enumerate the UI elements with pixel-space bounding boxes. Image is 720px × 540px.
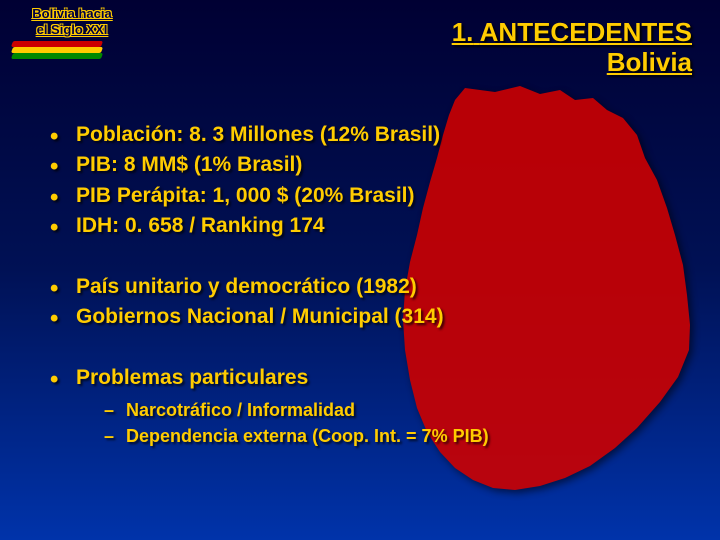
list-item: PIB Perápita: 1, 000 $ (20% Brasil): [50, 181, 610, 211]
bullets-group-3: Problemas particulares Narcotráfico / In…: [50, 363, 610, 450]
bullets-group-1: Población: 8. 3 Millones (12% Brasil) PI…: [50, 120, 610, 242]
section-title: 1. ANTECEDENTES Bolivia: [452, 18, 692, 78]
header-title-line2: el Siglo XXI: [37, 22, 108, 37]
content-block: Población: 8. 3 Millones (12% Brasil) PI…: [50, 120, 610, 479]
sub-list-item: Narcotráfico / Informalidad: [76, 397, 610, 423]
list-item-heading: Problemas particulares Narcotráfico / In…: [50, 363, 610, 450]
bullets-group-2: País unitario y democrático (1982) Gobie…: [50, 272, 610, 333]
list-item: Población: 8. 3 Millones (12% Brasil): [50, 120, 610, 150]
flag-stripe-green: [11, 53, 103, 59]
bolivia-flag-logo: [12, 41, 102, 59]
list-item: PIB: 8 MM$ (1% Brasil): [50, 150, 610, 180]
section-number: 1.: [452, 17, 474, 47]
group3-heading: Problemas particulares: [76, 366, 308, 389]
header-logo-block: Bolivia hacia el Siglo XXI: [12, 6, 132, 59]
list-item: País unitario y democrático (1982): [50, 272, 610, 302]
header-title-line1: Bolivia hacia: [32, 6, 111, 21]
sub-list-item: Dependencia externa (Coop. Int. = 7% PIB…: [76, 423, 610, 449]
section-title-line2: Bolivia: [607, 47, 692, 77]
header-title: Bolivia hacia el Siglo XXI: [12, 6, 132, 37]
sub-list: Narcotráfico / Informalidad Dependencia …: [76, 397, 610, 449]
section-title-line1: ANTECEDENTES: [480, 17, 692, 47]
list-item: IDH: 0. 658 / Ranking 174: [50, 211, 610, 241]
list-item: Gobiernos Nacional / Municipal (314): [50, 302, 610, 332]
